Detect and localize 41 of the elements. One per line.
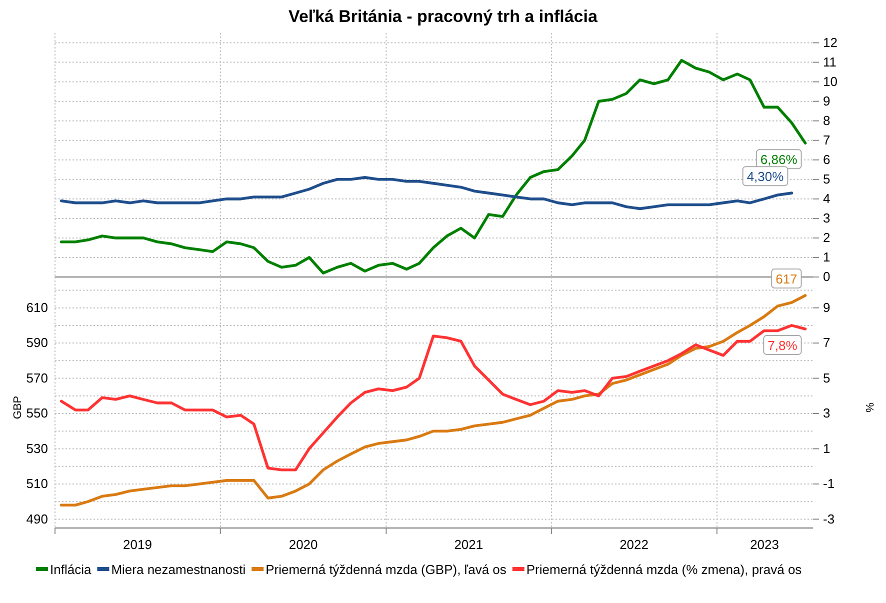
y-tick-label: 8: [823, 113, 830, 128]
y-tick-label: 10: [823, 74, 838, 89]
data-label: 6,86%: [760, 152, 798, 168]
y-tick-label: 0: [823, 269, 830, 284]
y-tick-label: 610: [26, 300, 48, 315]
y2-tick-label: -1: [823, 476, 835, 492]
line-series: [60, 324, 807, 472]
y-tick-label: 2: [823, 230, 830, 246]
y-tick-label: 5: [823, 172, 830, 187]
chart-title: Veľká Británia - pracovný trh a inflácia: [288, 7, 598, 26]
x-tick-label: 2019: [123, 537, 152, 552]
y-tick-label: 590: [26, 335, 48, 350]
y-tick-label: 490: [26, 511, 48, 526]
x-tick-label: 2022: [620, 537, 648, 552]
x-tick-label: 2020: [288, 537, 318, 552]
y-tick-label: 510: [26, 476, 48, 492]
legend-label: Inflácia: [50, 562, 92, 577]
x-tick-label: 2021: [454, 537, 484, 552]
y2-axis-title: %: [863, 402, 875, 413]
data-label: 4,30%: [746, 169, 784, 184]
y-tick-label: 1: [823, 250, 830, 265]
legend-label: Miera nezamestnanosti: [111, 562, 246, 577]
x-tick-label: 2023: [750, 537, 779, 552]
y-tick-label: 7: [823, 132, 830, 148]
data-label: 617: [776, 271, 798, 286]
line-series: [60, 294, 807, 506]
y2-tick-label: -3: [823, 511, 835, 526]
y-tick-label: 3: [823, 210, 830, 226]
y-tick-label: 570: [26, 370, 48, 386]
y-tick-label: 12: [823, 34, 838, 50]
y-tick-label: 9: [823, 93, 830, 108]
y-tick-label: 6: [823, 152, 830, 168]
data-label: 7,8%: [768, 338, 798, 353]
y-tick-label: 4: [823, 191, 830, 206]
y-tick-label: 11: [823, 54, 836, 70]
line-series: [60, 58, 807, 274]
y-tick-label: 530: [26, 440, 48, 456]
y-axis-title: GBP: [12, 396, 24, 420]
legend-label: Priemerná týždenná mzda (GBP), ľavá os: [266, 562, 507, 577]
legend-label: Priemerná týždenná mzda (% zmena), pravá os: [526, 562, 802, 577]
y-tick-label: 550: [26, 406, 48, 421]
